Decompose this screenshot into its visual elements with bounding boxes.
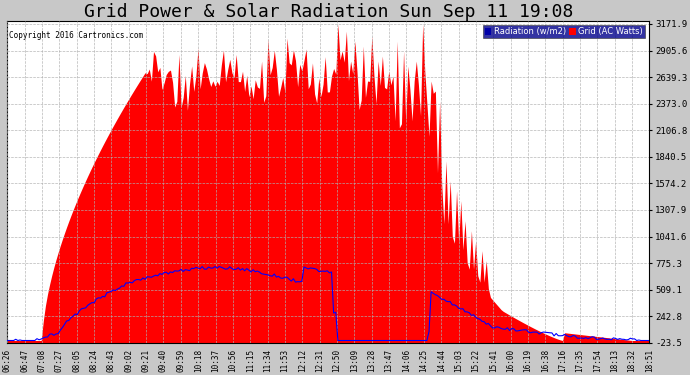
Legend: Radiation (w/m2), Grid (AC Watts): Radiation (w/m2), Grid (AC Watts) <box>482 25 645 38</box>
Title: Grid Power & Solar Radiation Sun Sep 11 19:08: Grid Power & Solar Radiation Sun Sep 11 … <box>83 3 573 21</box>
Text: Copyright 2016 Cartronics.com: Copyright 2016 Cartronics.com <box>8 31 143 40</box>
